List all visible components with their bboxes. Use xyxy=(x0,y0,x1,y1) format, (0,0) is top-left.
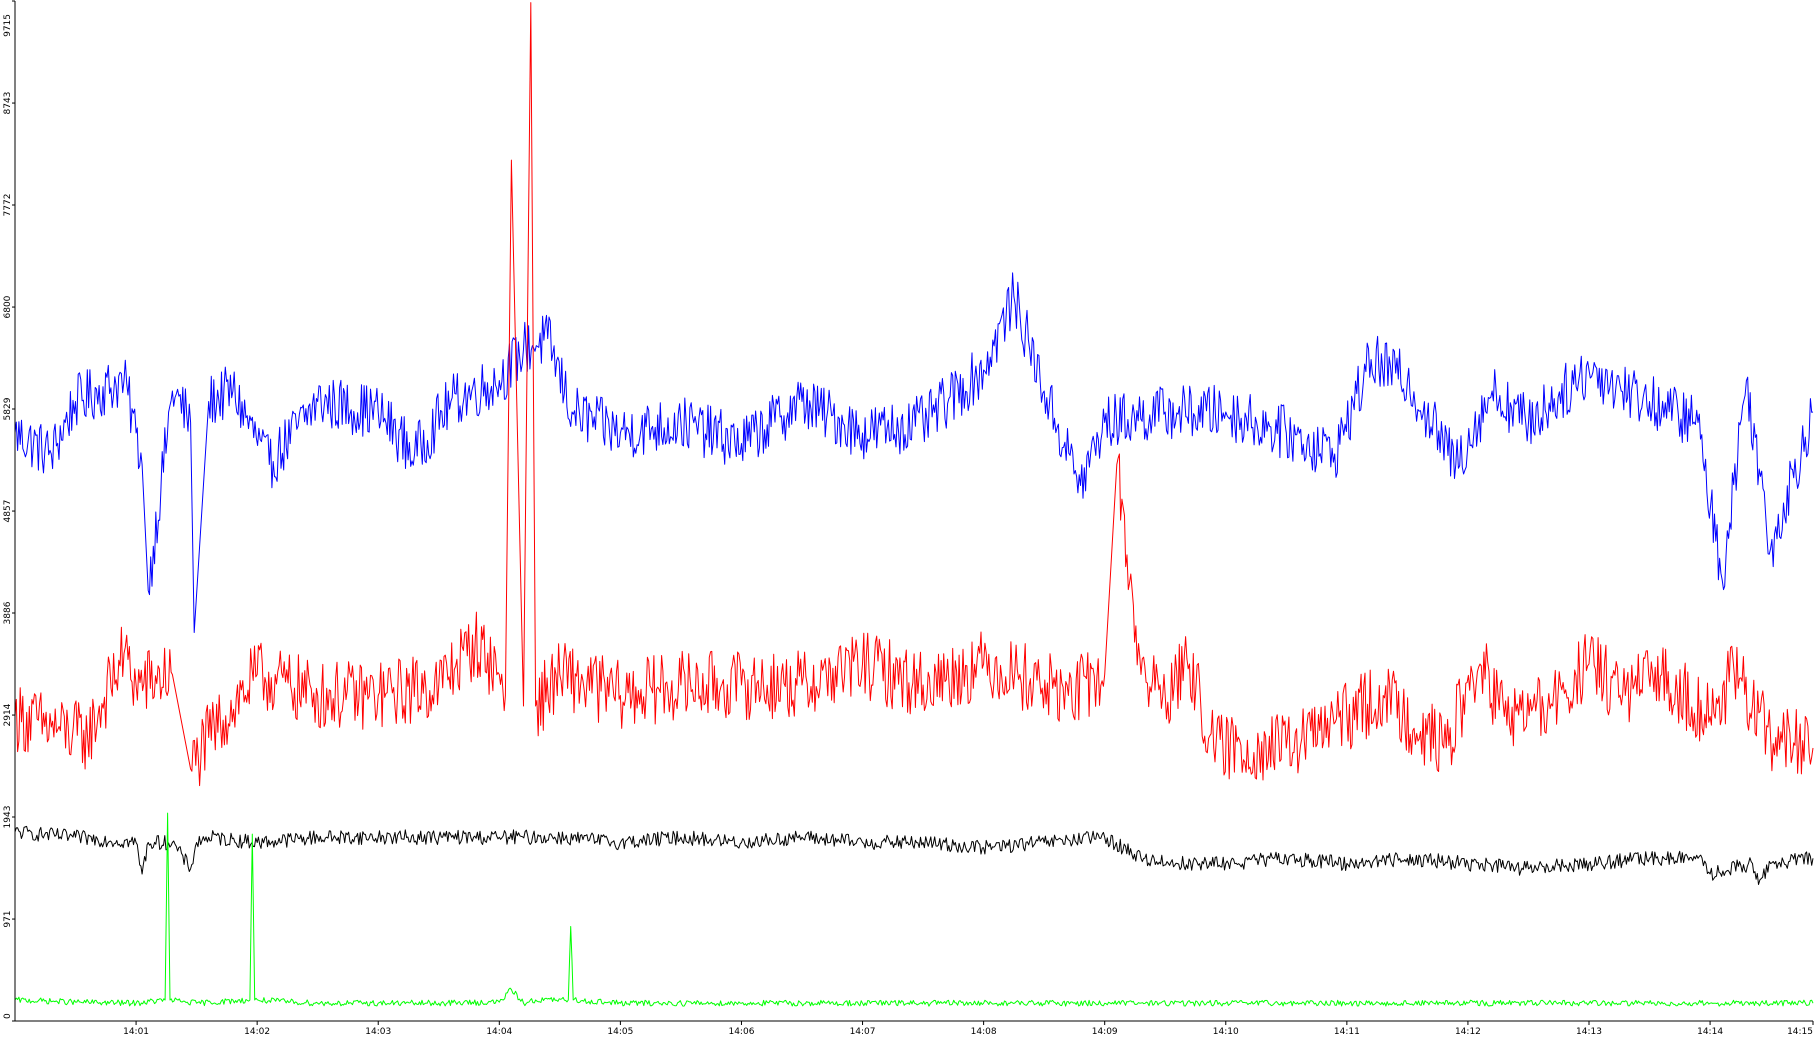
x-tick-label: 14:11 xyxy=(1334,1027,1360,1037)
x-tick-label: 14:04 xyxy=(486,1027,512,1037)
y-tick-label: 971 xyxy=(3,910,13,927)
y-tick-label: 4857 xyxy=(3,500,13,523)
x-tick-label: 14:05 xyxy=(607,1027,633,1037)
series-layer xyxy=(14,2,1814,1007)
y-tick-label: 5829 xyxy=(3,397,13,420)
axes: 0 971 1943 2914 3886 4857 5829 6800 7772 8743 9715… xyxy=(3,0,1814,1037)
x-tick-label: 14:01 xyxy=(123,1027,149,1037)
y-tick-label: 2914 xyxy=(3,703,13,726)
y-tick-label: 8743 xyxy=(3,92,13,115)
x-tick-label: 14:06 xyxy=(728,1027,754,1037)
x-tick-label: 14:08 xyxy=(971,1027,997,1037)
series-line-2 xyxy=(14,825,1814,885)
y-tick-label: 6800 xyxy=(3,295,13,318)
y-tick-label: 0 xyxy=(3,1013,13,1019)
x-tick-label: 14:07 xyxy=(850,1027,876,1037)
y-tick-label: 7772 xyxy=(3,194,13,217)
y-tick-label: 1943 xyxy=(3,806,13,829)
series-line-3 xyxy=(14,812,1814,1007)
x-tick-label: 14:13 xyxy=(1576,1027,1602,1037)
x-tick-label: 14:14 xyxy=(1697,1027,1723,1037)
x-tick-label: 14:09 xyxy=(1092,1027,1118,1037)
series-line-0 xyxy=(14,272,1814,633)
y-tick-label: 3886 xyxy=(3,601,13,624)
y-tick-label: 9715 xyxy=(3,14,13,37)
x-axis-ticks: 14:01 14:02 14:03 14:04 14:05 14:06 14:07 14:08… xyxy=(123,1021,1814,1037)
x-tick-label: 14:03 xyxy=(365,1027,391,1037)
series-line-1 xyxy=(14,2,1814,787)
x-tick-label: 14:15 xyxy=(1787,1027,1813,1037)
y-axis-ticks: 0 971 1943 2914 3886 4857 5829 6800 7772 8743 9715 xyxy=(3,0,15,1022)
x-tick-label: 14:12 xyxy=(1455,1027,1481,1037)
x-tick-label: 14:02 xyxy=(244,1027,270,1037)
x-tick-label: 14:10 xyxy=(1213,1027,1239,1037)
